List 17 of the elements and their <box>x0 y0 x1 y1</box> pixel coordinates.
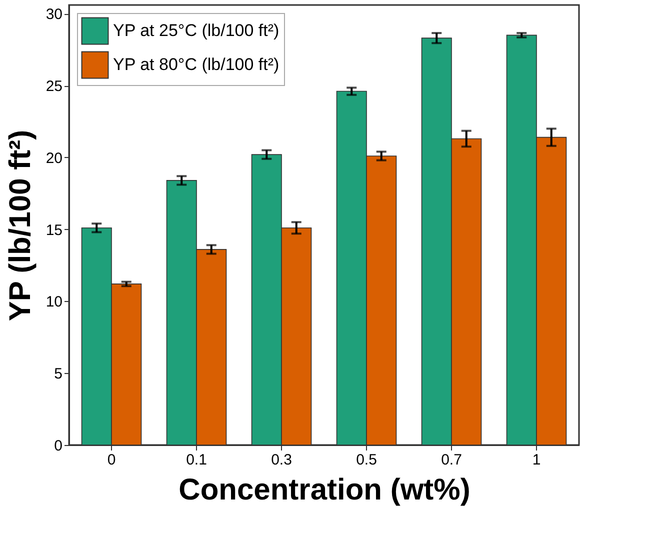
y-tick-label: 15 <box>46 222 62 239</box>
y-tick-label: 0 <box>54 438 62 454</box>
x-tick-label: 0.7 <box>441 452 462 468</box>
x-tick-label: 1 <box>532 452 541 468</box>
y-tick-label: 25 <box>46 78 62 96</box>
legend-label: YP at 80°C (lb/100 ft²) <box>113 55 280 74</box>
y-tick-label: 5 <box>54 366 62 383</box>
x-tick-label: 0.1 <box>186 452 207 468</box>
x-tick-label: 0 <box>107 452 116 468</box>
y-tick-label: 10 <box>46 294 62 311</box>
x-tick-label: 0.5 <box>356 452 377 468</box>
y-axis-title: YP (lb/100 ft²) <box>4 130 37 322</box>
y-tick-label: 20 <box>46 150 62 167</box>
legend-label: YP at 25°C (lb/100 ft²) <box>113 21 280 40</box>
y-tick-label: 30 <box>46 6 62 24</box>
x-tick-label: 0.3 <box>271 452 292 468</box>
x-axis-title: Concentration (wt%) <box>178 474 470 506</box>
